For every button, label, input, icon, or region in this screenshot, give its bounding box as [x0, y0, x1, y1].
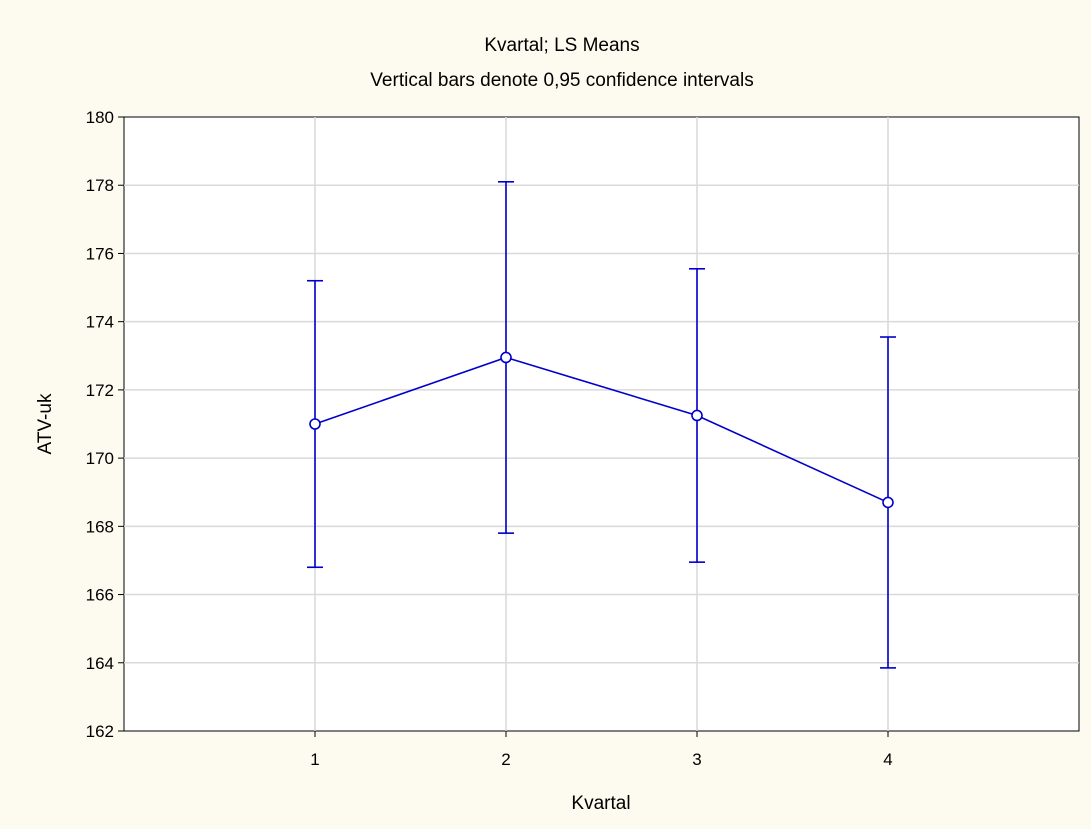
y-tick-label: 170 [86, 449, 114, 468]
y-tick-label: 172 [86, 381, 114, 400]
x-tick-label: 4 [883, 750, 892, 769]
y-tick-label: 174 [86, 313, 114, 332]
y-tick-label: 178 [86, 176, 114, 195]
series-line [314, 356, 889, 504]
x-tick-label: 1 [310, 750, 319, 769]
grid [124, 117, 1079, 731]
y-tick-label: 164 [86, 654, 114, 673]
data-point [309, 418, 321, 430]
plot-area [123, 116, 1080, 732]
x-tick-label: 3 [692, 750, 701, 769]
x-tick-label: 2 [501, 750, 510, 769]
y-axis-label: ATV-uk [35, 393, 56, 454]
series [307, 181, 896, 669]
y-tick-label: 180 [86, 108, 114, 127]
y-tick-label: 162 [86, 722, 114, 741]
y-tick-label: 166 [86, 586, 114, 605]
data-point [500, 351, 512, 364]
data-point [882, 496, 894, 509]
data-point [691, 409, 703, 422]
y-tick-label: 176 [86, 244, 114, 263]
chart-subtitle: Vertical bars denote 0,95 confidence int… [370, 70, 753, 91]
y-axis: 162 164 166 168 170 172 174 176 178 180 [86, 108, 124, 741]
x-axis-label: Kvartal [571, 793, 630, 814]
x-axis: 1 2 3 4 [310, 731, 893, 769]
y-tick-label: 168 [86, 517, 114, 536]
chart-title: Kvartal; LS Means [484, 35, 639, 56]
